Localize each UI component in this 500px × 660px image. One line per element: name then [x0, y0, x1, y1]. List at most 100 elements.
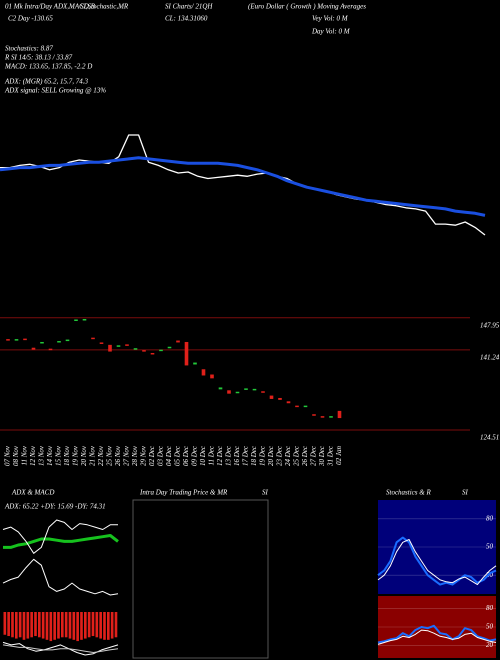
candle-body: [320, 416, 325, 418]
panel-annotation: ADX: 65.22 +DY: 15.69 -DY: 74.31: [4, 503, 106, 511]
panel-title: ADX & MACD: [11, 489, 54, 497]
header-text: MACD: 133.65, 137.85, -2.2 D: [4, 63, 92, 71]
series-line: [0, 134, 486, 236]
bar: [91, 612, 95, 637]
header-text: SI Charts/ 21QH: [165, 3, 213, 11]
series-line: [377, 539, 497, 586]
bar: [87, 612, 91, 638]
candle-body: [167, 346, 172, 349]
header-text: R SI 14/5: 38.13 / 33.87: [4, 54, 73, 62]
candle-body: [150, 352, 155, 355]
bar: [3, 612, 7, 635]
bar: [22, 612, 26, 640]
bar: [53, 612, 56, 640]
header-text: CL: 134.31060: [165, 15, 208, 23]
candle-body: [201, 369, 206, 376]
y-tick-label: 20: [486, 641, 494, 649]
x-tick-label: 11 Nov: [21, 445, 29, 465]
price-level-label: 141.24: [480, 354, 500, 362]
candle-body: [99, 342, 104, 344]
x-tick-label: 21 Nov: [89, 445, 97, 466]
candle-body: [57, 341, 61, 343]
candle-body: [159, 349, 163, 352]
candle-body: [295, 405, 299, 408]
candle-body: [116, 345, 121, 347]
x-tick-label: 16 Dec: [233, 445, 241, 466]
bar: [49, 612, 53, 642]
x-tick-label: 26 Nov: [114, 445, 122, 466]
candle-body: [133, 348, 138, 350]
series-line: [377, 624, 497, 644]
bar: [107, 612, 110, 640]
panel-title: SI: [462, 489, 469, 497]
x-tick-label: 19 Dec: [259, 445, 267, 466]
x-tick-label: 27 Dec: [310, 445, 318, 466]
header-text: (Euro Dollar ( Growth ) Moving Averages: [248, 3, 366, 11]
candle-body: [286, 401, 291, 404]
header-text: Day Vol: 0 M: [311, 28, 351, 36]
x-tick-label: 30 Dec: [318, 445, 326, 467]
candle-body: [218, 387, 223, 390]
bar: [76, 612, 79, 642]
panel-frame: [132, 499, 269, 659]
x-tick-label: 12 Nov: [29, 445, 37, 466]
series-line: [2, 644, 119, 653]
y-tick-label: 80: [486, 604, 494, 612]
candle-body: [176, 340, 180, 343]
header-text: ADX: (MGR) 65.2, 15.7, 74.3: [4, 78, 89, 86]
candle-body: [235, 391, 240, 394]
candle-body: [125, 344, 129, 346]
x-tick-label: 20 Nov: [80, 445, 88, 466]
bar: [61, 612, 64, 638]
candle-body: [184, 341, 189, 366]
x-tick-label: 04 Dec: [165, 445, 173, 466]
panel-background: [378, 596, 496, 658]
bar: [30, 612, 33, 638]
header-text: C2 Day -130.65: [8, 15, 53, 23]
header-text: SI,Stochastic,MR: [80, 3, 129, 11]
candle-body: [303, 405, 308, 408]
bar: [7, 612, 10, 637]
series-line: [2, 558, 119, 596]
y-tick-label: 50: [486, 543, 494, 551]
x-tick-label: 08 Nov: [12, 445, 20, 466]
candle-body: [278, 397, 282, 400]
price-level-label: 147.95: [480, 321, 500, 329]
x-tick-label: 06 Dec: [182, 445, 190, 466]
candle-body: [23, 338, 27, 341]
x-tick-label: 27 Nov: [123, 445, 131, 466]
x-tick-label: 02 Dec: [148, 445, 156, 466]
x-tick-label: 22 Nov: [97, 445, 105, 466]
bar: [45, 612, 49, 640]
bar: [84, 612, 87, 639]
candle-body: [329, 416, 333, 418]
y-tick-label: 80: [486, 514, 494, 522]
bar: [34, 612, 37, 637]
x-tick-label: 19 Nov: [72, 445, 80, 466]
candle-body: [91, 337, 95, 340]
price-level-label: 124.51: [480, 434, 499, 442]
bar: [41, 612, 45, 639]
bar: [18, 612, 22, 638]
x-tick-label: 03 Dec: [157, 445, 165, 466]
candle-body: [108, 344, 112, 352]
bar: [64, 612, 68, 638]
x-tick-label: 31 Dec: [327, 445, 335, 467]
header-text: Vey Vol: 0 M: [312, 15, 349, 23]
panel-title: Intra Day Trading Price & MR: [139, 489, 228, 497]
x-tick-label: 17 Dec: [242, 445, 250, 466]
bar: [68, 612, 72, 639]
x-tick-label: 29 Nov: [140, 445, 148, 466]
x-tick-label: 11 Dec: [208, 445, 216, 465]
x-tick-label: 13 Nov: [38, 445, 46, 466]
y-tick-label: 50: [486, 623, 494, 631]
candle-body: [261, 391, 265, 393]
x-tick-label: 25 Nov: [106, 445, 114, 466]
candle-body: [14, 339, 19, 341]
x-tick-label: 24 Dec: [284, 445, 292, 466]
bar: [26, 612, 30, 639]
x-tick-label: 15 Nov: [55, 445, 63, 466]
candle-body: [337, 410, 342, 419]
series-line: [3, 534, 119, 549]
